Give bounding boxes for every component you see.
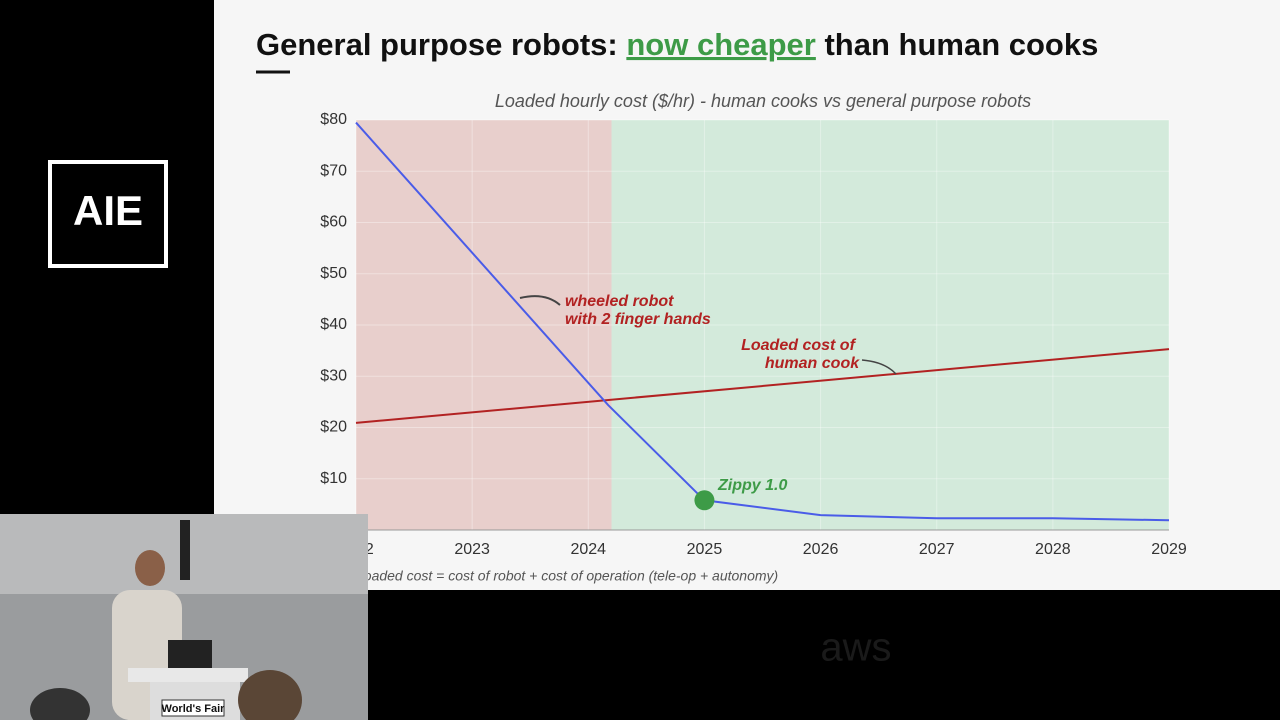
laptop [168,640,212,668]
y-tick-label: $80 [320,111,347,128]
title-end: than human cooks [824,27,1098,62]
annotation: wheeled robot [565,293,674,310]
annotation: human cook [765,355,860,372]
y-tick-label: $60 [320,214,347,231]
title-highlight: now cheaper [626,27,816,62]
annotation: Zippy 1.0 [717,477,787,494]
logo-box [48,160,168,268]
annotation: with 2 finger hands [565,311,711,328]
podium-top [128,668,248,682]
y-tick-label: $30 [320,367,347,384]
y-tick-label: $40 [320,316,347,333]
footnote: Loaded cost = cost of robot + cost of op… [356,568,778,584]
y-tick-label: $70 [320,162,347,179]
annotation-arrow [519,295,561,306]
y-tick-label: $10 [320,470,347,487]
logo: AIE [73,187,143,234]
podium-sign [161,699,225,717]
x-tick-label: 2025 [687,541,723,558]
x-tick-label: 2026 [803,541,839,558]
region [611,120,1169,530]
title-start: General purpose robots: [256,27,618,62]
head [135,550,165,586]
audience-head [238,670,302,720]
series-line [355,121,1170,522]
y-tick-label: $50 [320,265,347,282]
watermark: aws [820,626,891,670]
point-marker [694,490,715,511]
slide-title: General purpose robots: now cheaper than… [256,27,1098,62]
webcam: World's Fair [0,514,368,720]
chart-title: Loaded hourly cost ($/hr) - human cooks … [495,91,1031,111]
series-line [355,348,1170,424]
plot: $10$20$30$40$50$60$70$802022202320242025… [320,111,1187,558]
x-tick-label: 2024 [570,541,606,558]
x-tick-label: 2028 [1035,541,1071,558]
region [356,120,612,530]
x-tick-label: 2023 [454,541,490,558]
audience-head [30,688,90,720]
speaker-box [180,520,190,580]
annotation: Loaded cost of [741,337,856,354]
x-tick-label: 2027 [919,541,955,558]
x-tick-label: 2029 [1151,541,1187,558]
annotation-arrow [861,359,897,375]
y-tick-label: $20 [320,419,347,436]
podium-label: World's Fair [162,703,226,715]
